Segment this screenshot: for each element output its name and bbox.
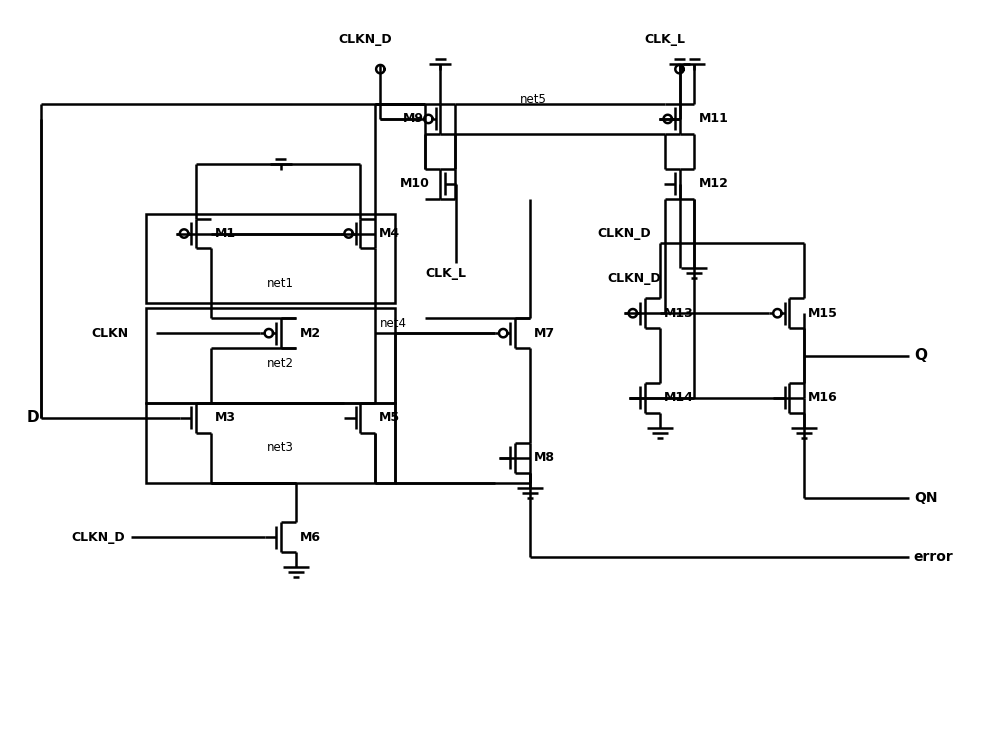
Text: M1: M1	[215, 227, 236, 240]
Text: CLKN_D: CLKN_D	[598, 227, 651, 240]
Text: M6: M6	[300, 531, 321, 544]
Text: CLKN_D: CLKN_D	[339, 32, 392, 46]
Text: M11: M11	[698, 112, 728, 125]
Text: M5: M5	[379, 411, 400, 424]
Text: net5: net5	[520, 92, 547, 106]
Text: QN: QN	[914, 491, 937, 505]
Text: M15: M15	[808, 307, 838, 320]
Text: M7: M7	[534, 327, 555, 339]
Text: net2: net2	[267, 356, 294, 370]
Text: M8: M8	[534, 451, 555, 464]
Bar	[146, 308, 395, 403]
Text: M12: M12	[698, 177, 728, 190]
Text: net3: net3	[267, 441, 294, 454]
Text: CLK_L: CLK_L	[425, 267, 466, 280]
Text: D: D	[26, 410, 39, 425]
Text: CLKN_D: CLKN_D	[71, 531, 125, 544]
Text: M9: M9	[403, 112, 424, 125]
Text: CLK_L: CLK_L	[644, 32, 685, 46]
Text: M4: M4	[379, 227, 400, 240]
Text: M10: M10	[400, 177, 430, 190]
Text: net4: net4	[380, 317, 407, 330]
Text: net1: net1	[267, 277, 294, 290]
Bar	[146, 403, 395, 483]
Text: CLKN: CLKN	[91, 327, 128, 339]
Text: M3: M3	[215, 411, 236, 424]
Text: M16: M16	[808, 391, 838, 404]
Text: M14: M14	[664, 391, 693, 404]
Text: M13: M13	[664, 307, 693, 320]
Text: M2: M2	[300, 327, 321, 339]
Bar	[146, 213, 395, 303]
Text: Q: Q	[914, 348, 927, 363]
Text: error: error	[914, 551, 954, 565]
Text: CLKN_D: CLKN_D	[608, 272, 661, 285]
